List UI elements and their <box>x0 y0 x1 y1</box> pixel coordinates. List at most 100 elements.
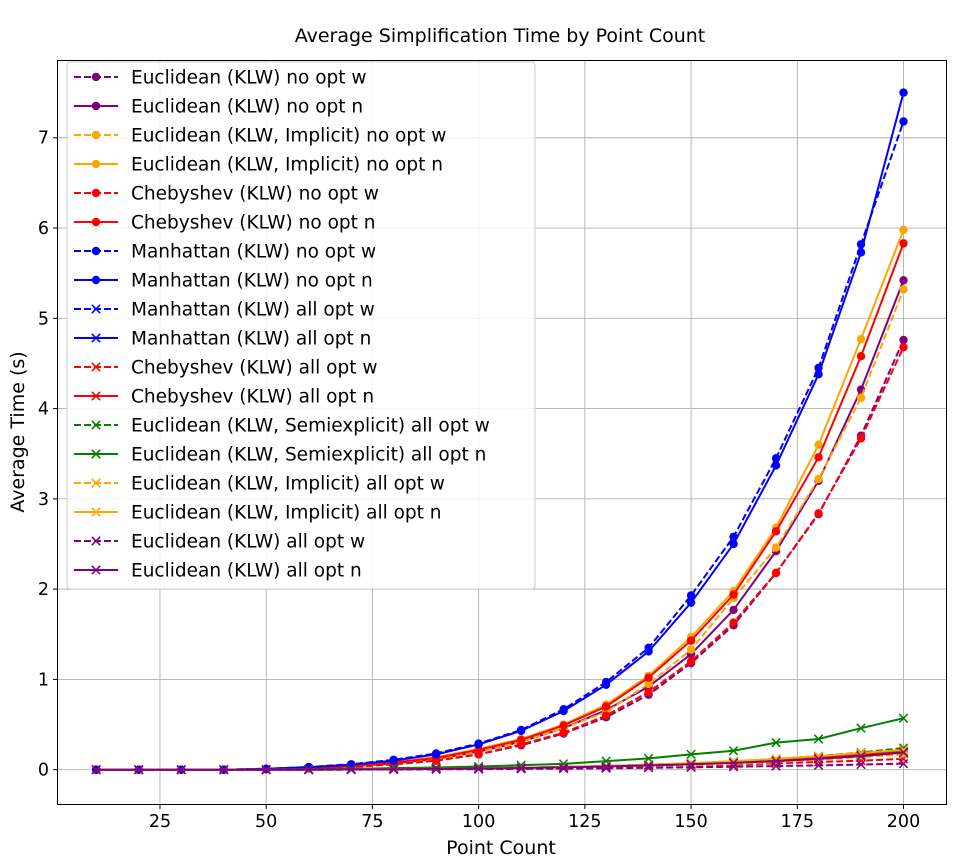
data-point <box>686 598 696 607</box>
data-point <box>899 335 908 345</box>
y-tick-label: 0 <box>38 761 49 781</box>
data-point <box>431 764 441 774</box>
data-point <box>686 636 696 645</box>
x-tick-label: 175 <box>781 812 814 832</box>
data-point <box>728 746 739 756</box>
data-point <box>559 706 568 716</box>
y-tick-label: 6 <box>38 219 49 239</box>
data-point <box>856 723 866 733</box>
data-point <box>303 764 314 775</box>
data-point <box>729 539 738 549</box>
y-tick-label: 5 <box>38 309 49 329</box>
legend-label: Manhattan (KLW) no opt n <box>131 271 373 292</box>
legend-box <box>66 61 536 590</box>
series-layer <box>91 88 909 775</box>
legend-label: Chebyshev (KLW) all opt w <box>131 358 377 379</box>
data-point <box>729 605 738 615</box>
data-point <box>431 750 441 759</box>
data-point <box>729 590 738 599</box>
data-point <box>91 246 101 256</box>
data-point <box>91 507 101 517</box>
data-point <box>91 362 101 372</box>
legend-label: Euclidean (KLW, Implicit) no opt w <box>131 126 446 147</box>
data-point <box>558 763 569 774</box>
axis-ticks: 25 50 75 100 125 150 175 200 0 1 2 3 4 5 6 7 <box>38 129 920 832</box>
chart-title: Average Simplification Time by Point Cou… <box>295 25 706 47</box>
legend-label: Euclidean (KLW) no opt w <box>131 68 367 89</box>
data-point <box>728 758 739 768</box>
legend-entry: Chebyshev (KLW) all opt n <box>74 387 374 408</box>
y-tick-label: 3 <box>38 490 49 510</box>
x-tick-label: 50 <box>255 812 277 832</box>
legend-entry: Euclidean (KLW, Implicit) no opt w <box>74 126 446 147</box>
legend-label: Euclidean (KLW) no opt n <box>131 97 363 118</box>
data-point <box>91 420 101 430</box>
legend-label: Manhattan (KLW) no opt w <box>131 242 376 263</box>
data-point <box>474 740 483 749</box>
data-point <box>516 726 526 736</box>
data-point <box>601 763 611 773</box>
legend-entry: Euclidean (KLW, Implicit) no opt n <box>74 155 443 176</box>
data-point <box>389 756 398 765</box>
data-point <box>388 764 399 774</box>
legend-label: Chebyshev (KLW) all opt n <box>131 387 374 408</box>
legend-entry: Manhattan (KLW) no opt n <box>74 271 373 292</box>
data-point <box>899 276 908 285</box>
legend-entry: Manhattan (KLW) all opt w <box>74 300 375 321</box>
legend-label: Euclidean (KLW, Implicit) all opt n <box>131 503 442 524</box>
x-tick-label: 25 <box>149 812 171 832</box>
x-tick-label: 75 <box>361 812 383 832</box>
series-line <box>96 751 904 771</box>
data-point <box>91 101 101 111</box>
data-point <box>898 713 909 723</box>
data-point <box>261 764 271 775</box>
data-point <box>91 391 101 401</box>
legend-items: Euclidean (KLW) no opt w Euclidean (KLW) … <box>74 68 490 582</box>
data-point <box>686 645 696 654</box>
legend-entry: Euclidean (KLW, Implicit) all opt w <box>74 474 445 495</box>
y-tick-label: 1 <box>38 670 49 690</box>
data-point <box>91 159 101 169</box>
data-point <box>814 509 823 518</box>
data-point <box>91 188 101 198</box>
data-point <box>601 761 611 772</box>
data-point <box>898 747 909 758</box>
x-axis-label: Point Count <box>446 837 556 859</box>
data-point <box>856 434 866 443</box>
legend-label: Chebyshev (KLW) no opt w <box>131 184 379 205</box>
data-point <box>814 474 823 484</box>
legend-entry: Euclidean (KLW) no opt w <box>74 68 367 89</box>
legend-entry: Euclidean (KLW) all opt n <box>74 561 362 582</box>
data-point <box>346 764 356 775</box>
data-point <box>686 758 696 768</box>
data-point <box>91 217 101 227</box>
data-point <box>644 679 653 689</box>
data-point <box>601 711 611 720</box>
x-tick-label: 100 <box>462 812 495 832</box>
legend-label: Euclidean (KLW) all opt n <box>131 561 362 582</box>
data-point <box>516 735 526 745</box>
data-point <box>218 764 229 775</box>
data-point <box>856 334 866 344</box>
y-axis-label: Average Time (s) <box>7 351 29 512</box>
data-point <box>176 764 186 775</box>
data-point <box>899 239 908 248</box>
data-point <box>644 687 653 697</box>
data-point <box>856 759 866 770</box>
data-point <box>814 440 823 449</box>
legend-entry: Chebyshev (KLW) all opt w <box>74 358 377 379</box>
data-point <box>771 756 781 766</box>
data-point <box>473 763 484 774</box>
data-point <box>91 130 101 140</box>
data-point <box>91 72 101 82</box>
plot-frame <box>57 60 947 805</box>
y-tick-label: 4 <box>38 400 49 420</box>
data-point <box>771 527 781 536</box>
legend-entry: Manhattan (KLW) all opt n <box>74 329 371 350</box>
data-point <box>91 536 101 546</box>
legend-entry: Chebyshev (KLW) no opt n <box>74 213 375 234</box>
data-point <box>813 754 824 764</box>
data-point <box>899 88 908 97</box>
data-point <box>729 618 738 627</box>
